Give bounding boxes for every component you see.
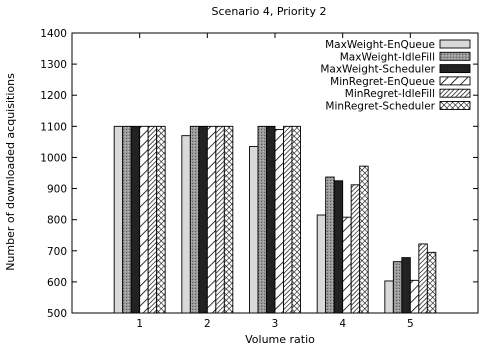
bar xyxy=(215,125,225,314)
chart-title: Scenario 4, Priority 2 xyxy=(212,5,327,18)
bar xyxy=(333,180,344,314)
legend-label: MinRegret-EnQueue xyxy=(330,76,435,88)
bar-series-group xyxy=(113,125,437,314)
y-tick-label: 1000 xyxy=(40,152,67,164)
bar xyxy=(359,165,369,314)
y-axis: 500 600 700 800 900 1000 1100 1200 1300 1400 xyxy=(40,28,478,320)
legend-label: MaxWeight-IdleFill xyxy=(340,51,435,63)
y-tick-label: 1200 xyxy=(40,90,67,102)
y-tick-label: 900 xyxy=(47,184,67,196)
bar xyxy=(223,125,234,314)
bar xyxy=(342,216,352,314)
x-tick-label: 2 xyxy=(204,318,211,330)
bar xyxy=(350,184,361,314)
legend-swatch xyxy=(439,76,471,86)
x-tick-label: 5 xyxy=(407,318,414,330)
bar xyxy=(392,261,403,314)
legend-swatch xyxy=(439,51,471,61)
bar xyxy=(156,125,166,314)
bar xyxy=(198,125,208,314)
bar-series xyxy=(130,125,411,314)
y-axis-label: Number of downloaded acquisitions xyxy=(4,73,17,271)
bar xyxy=(384,280,394,314)
x-tick-label: 1 xyxy=(136,318,143,330)
legend-label: MaxWeight-EnQueue xyxy=(325,39,435,51)
bar xyxy=(122,125,132,314)
bar xyxy=(189,125,200,314)
bar xyxy=(266,125,276,314)
bar xyxy=(181,135,191,314)
bar xyxy=(257,125,267,314)
y-tick-label: 700 xyxy=(47,246,67,258)
y-tick-label: 600 xyxy=(47,277,67,289)
bar xyxy=(426,251,437,314)
x-axis-label: Volume ratio xyxy=(245,333,315,346)
legend-label: MinRegret-Scheduler xyxy=(325,101,435,113)
x-tick-label: 4 xyxy=(339,318,346,330)
bar-series xyxy=(156,125,437,314)
bar xyxy=(139,125,149,314)
bar xyxy=(401,257,411,314)
legend-swatch xyxy=(439,39,471,49)
y-tick-label: 800 xyxy=(47,215,67,227)
bar xyxy=(283,125,293,314)
bar xyxy=(316,214,327,314)
legend-label: MinRegret-IdleFill xyxy=(345,88,435,100)
bar xyxy=(274,128,284,314)
bar xyxy=(291,125,301,314)
bar xyxy=(113,125,124,314)
legend-label: MaxWeight-Scheduler xyxy=(320,64,435,76)
legend: MaxWeight-EnQueueMaxWeight-IdleFillMaxWe… xyxy=(320,39,471,113)
legend-swatch xyxy=(439,101,471,110)
y-tick-label: 1400 xyxy=(40,28,67,40)
bar xyxy=(325,176,335,314)
y-tick-label: 1100 xyxy=(40,121,67,133)
y-tick-label: 1300 xyxy=(40,59,67,71)
legend-swatch xyxy=(439,64,471,74)
bar xyxy=(418,243,428,314)
bar xyxy=(130,125,141,314)
x-tick-label: 3 xyxy=(272,318,279,330)
bar xyxy=(409,279,420,314)
bar xyxy=(206,125,217,314)
legend-swatch xyxy=(439,88,471,98)
bar xyxy=(249,146,259,314)
bar xyxy=(147,125,158,314)
y-tick-label: 500 xyxy=(47,308,67,320)
